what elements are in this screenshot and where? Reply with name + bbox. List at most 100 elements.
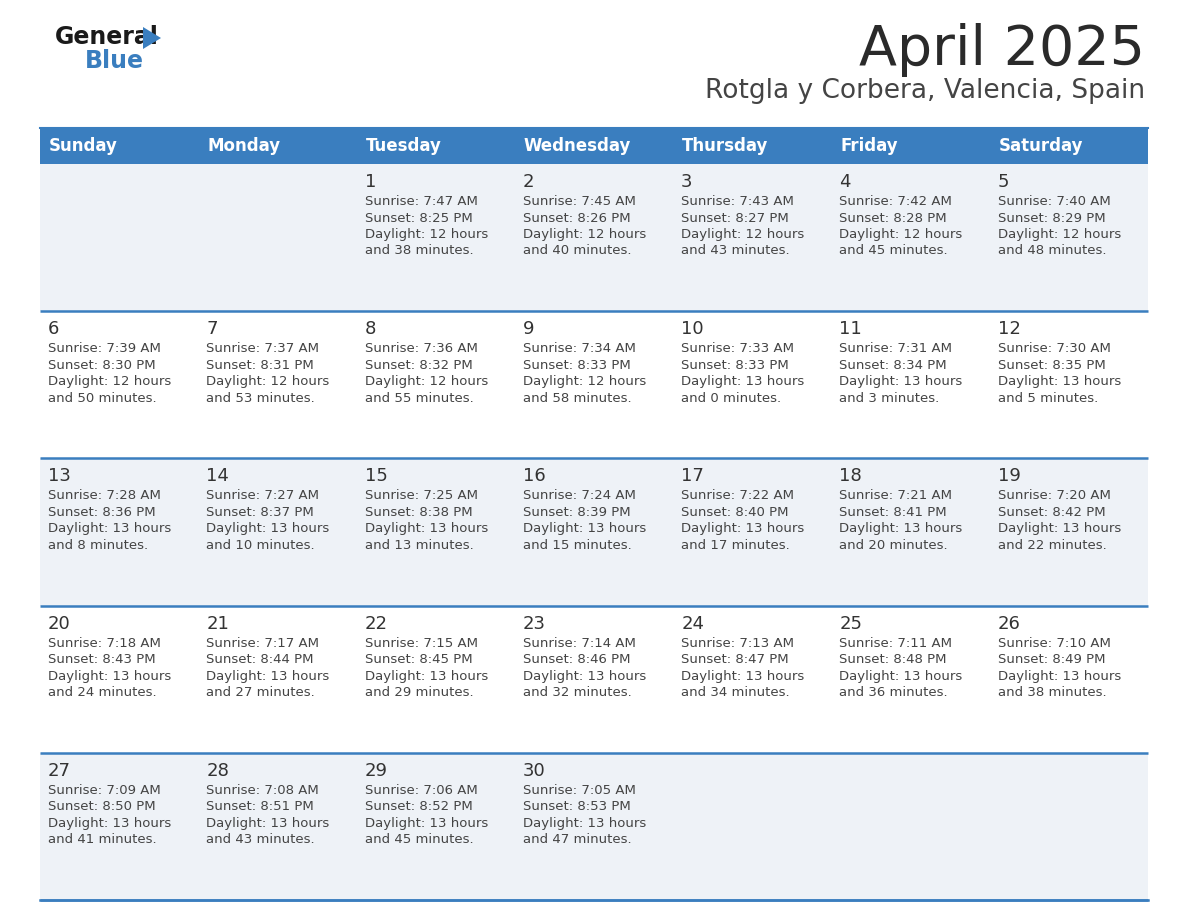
Bar	[832, 606, 990, 753]
Text: Sunset: 8:30 PM: Sunset: 8:30 PM	[48, 359, 156, 372]
Text: Daylight: 12 hours: Daylight: 12 hours	[840, 228, 962, 241]
Bar	[40, 164, 198, 311]
Text: Sunrise: 7:28 AM: Sunrise: 7:28 AM	[48, 489, 160, 502]
Bar	[832, 128, 990, 164]
Text: Daylight: 12 hours: Daylight: 12 hours	[998, 228, 1121, 241]
Text: Sunrise: 7:22 AM: Sunrise: 7:22 AM	[681, 489, 794, 502]
Text: Sunrise: 7:15 AM: Sunrise: 7:15 AM	[365, 636, 478, 650]
Text: and 32 minutes.: and 32 minutes.	[523, 686, 632, 700]
Text: 8: 8	[365, 320, 375, 338]
Text: Sunset: 8:36 PM: Sunset: 8:36 PM	[48, 506, 156, 519]
Text: 3: 3	[681, 173, 693, 191]
Bar	[674, 164, 832, 311]
Text: 28: 28	[207, 762, 229, 779]
Text: Sunrise: 7:14 AM: Sunrise: 7:14 AM	[523, 636, 636, 650]
Text: Daylight: 13 hours: Daylight: 13 hours	[207, 669, 329, 683]
Text: 19: 19	[998, 467, 1020, 486]
Bar	[514, 164, 674, 311]
Text: Sunset: 8:48 PM: Sunset: 8:48 PM	[840, 653, 947, 666]
Bar	[198, 164, 356, 311]
Text: Daylight: 12 hours: Daylight: 12 hours	[365, 375, 488, 388]
Text: Daylight: 13 hours: Daylight: 13 hours	[998, 669, 1121, 683]
Text: and 10 minutes.: and 10 minutes.	[207, 539, 315, 552]
Text: 22: 22	[365, 614, 387, 633]
Text: and 43 minutes.: and 43 minutes.	[207, 834, 315, 846]
Text: 20: 20	[48, 614, 71, 633]
Text: Sunrise: 7:17 AM: Sunrise: 7:17 AM	[207, 636, 320, 650]
Text: Sunset: 8:41 PM: Sunset: 8:41 PM	[840, 506, 947, 519]
Text: Rotgla y Corbera, Valencia, Spain: Rotgla y Corbera, Valencia, Spain	[704, 78, 1145, 104]
Bar	[198, 458, 356, 606]
Bar	[356, 128, 514, 164]
Bar	[990, 458, 1148, 606]
Text: Daylight: 13 hours: Daylight: 13 hours	[207, 817, 329, 830]
Bar	[40, 753, 198, 900]
Text: 5: 5	[998, 173, 1010, 191]
Text: April 2025: April 2025	[859, 23, 1145, 77]
Text: Sunrise: 7:36 AM: Sunrise: 7:36 AM	[365, 342, 478, 355]
Text: Sunset: 8:45 PM: Sunset: 8:45 PM	[365, 653, 472, 666]
Text: and 20 minutes.: and 20 minutes.	[840, 539, 948, 552]
Text: Sunset: 8:46 PM: Sunset: 8:46 PM	[523, 653, 631, 666]
Text: Sunset: 8:47 PM: Sunset: 8:47 PM	[681, 653, 789, 666]
Text: and 41 minutes.: and 41 minutes.	[48, 834, 157, 846]
Text: and 36 minutes.: and 36 minutes.	[840, 686, 948, 700]
Text: and 17 minutes.: and 17 minutes.	[681, 539, 790, 552]
Text: Daylight: 13 hours: Daylight: 13 hours	[365, 817, 488, 830]
Text: 15: 15	[365, 467, 387, 486]
Text: Sunrise: 7:21 AM: Sunrise: 7:21 AM	[840, 489, 953, 502]
Text: Sunset: 8:39 PM: Sunset: 8:39 PM	[523, 506, 631, 519]
Text: Sunset: 8:44 PM: Sunset: 8:44 PM	[207, 653, 314, 666]
Text: Sunset: 8:52 PM: Sunset: 8:52 PM	[365, 800, 473, 813]
Bar	[514, 311, 674, 458]
Bar	[198, 606, 356, 753]
Text: 12: 12	[998, 320, 1020, 338]
Text: 24: 24	[681, 614, 704, 633]
Text: and 53 minutes.: and 53 minutes.	[207, 392, 315, 405]
Bar	[674, 128, 832, 164]
Text: Daylight: 13 hours: Daylight: 13 hours	[207, 522, 329, 535]
Bar	[514, 128, 674, 164]
Text: Sunset: 8:32 PM: Sunset: 8:32 PM	[365, 359, 473, 372]
Text: and 38 minutes.: and 38 minutes.	[365, 244, 473, 258]
Bar	[990, 606, 1148, 753]
Text: and 38 minutes.: and 38 minutes.	[998, 686, 1106, 700]
Text: Daylight: 12 hours: Daylight: 12 hours	[681, 228, 804, 241]
Text: Sunset: 8:40 PM: Sunset: 8:40 PM	[681, 506, 789, 519]
Text: and 29 minutes.: and 29 minutes.	[365, 686, 473, 700]
Text: Daylight: 13 hours: Daylight: 13 hours	[840, 522, 962, 535]
Text: 29: 29	[365, 762, 387, 779]
Text: and 24 minutes.: and 24 minutes.	[48, 686, 157, 700]
Text: and 34 minutes.: and 34 minutes.	[681, 686, 790, 700]
Text: 14: 14	[207, 467, 229, 486]
Text: Daylight: 13 hours: Daylight: 13 hours	[523, 817, 646, 830]
Text: 30: 30	[523, 762, 545, 779]
Bar	[674, 311, 832, 458]
Text: Sunrise: 7:30 AM: Sunrise: 7:30 AM	[998, 342, 1111, 355]
Text: Daylight: 12 hours: Daylight: 12 hours	[365, 228, 488, 241]
Text: Sunday: Sunday	[49, 137, 118, 155]
Text: Daylight: 13 hours: Daylight: 13 hours	[681, 669, 804, 683]
Text: Daylight: 13 hours: Daylight: 13 hours	[48, 817, 171, 830]
Text: 10: 10	[681, 320, 703, 338]
Text: Sunrise: 7:18 AM: Sunrise: 7:18 AM	[48, 636, 160, 650]
Text: Sunrise: 7:06 AM: Sunrise: 7:06 AM	[365, 784, 478, 797]
Text: and 43 minutes.: and 43 minutes.	[681, 244, 790, 258]
Bar	[356, 753, 514, 900]
Text: Sunset: 8:49 PM: Sunset: 8:49 PM	[998, 653, 1105, 666]
Text: 21: 21	[207, 614, 229, 633]
Bar	[356, 606, 514, 753]
Bar	[40, 311, 198, 458]
Text: General: General	[55, 25, 159, 49]
Bar	[990, 128, 1148, 164]
Text: 7: 7	[207, 320, 217, 338]
Bar	[514, 606, 674, 753]
Text: and 5 minutes.: and 5 minutes.	[998, 392, 1098, 405]
Text: Sunrise: 7:09 AM: Sunrise: 7:09 AM	[48, 784, 160, 797]
Bar	[198, 311, 356, 458]
Text: Sunrise: 7:37 AM: Sunrise: 7:37 AM	[207, 342, 320, 355]
Text: 18: 18	[840, 467, 862, 486]
Text: Sunrise: 7:47 AM: Sunrise: 7:47 AM	[365, 195, 478, 208]
Text: 16: 16	[523, 467, 545, 486]
Text: Daylight: 13 hours: Daylight: 13 hours	[365, 669, 488, 683]
